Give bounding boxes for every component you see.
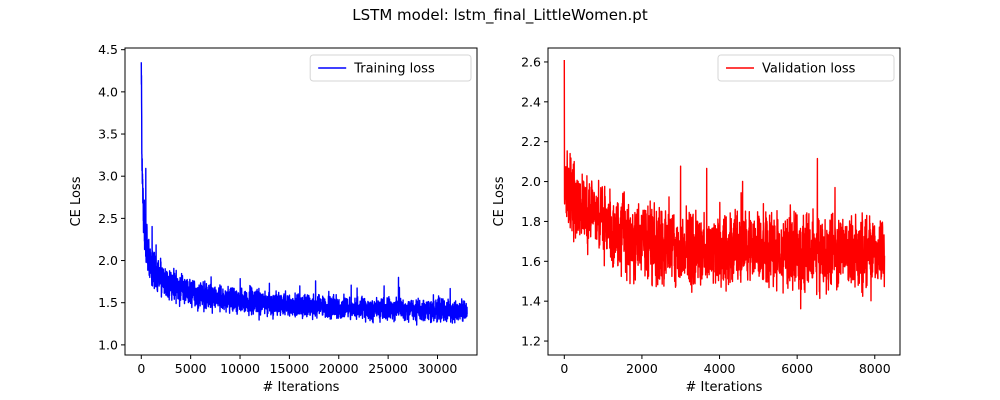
x-tick-label: 6000 — [781, 361, 813, 376]
legend-label: Training loss — [353, 62, 435, 77]
x-tick-label: 10000 — [220, 361, 260, 376]
x-tick-label: 20000 — [319, 361, 359, 376]
x-axis-label: # Iterations — [263, 380, 340, 395]
y-tick-label: 1.6 — [521, 254, 541, 269]
x-tick-label: 0 — [560, 361, 568, 376]
y-tick-label: 4.0 — [98, 84, 118, 99]
y-tick-label: 1.5 — [98, 295, 118, 310]
plot-frame — [124, 47, 478, 356]
y-tick-label: 2.0 — [98, 253, 118, 268]
legend: Validation loss — [717, 54, 895, 82]
x-tick-label: 30000 — [418, 361, 458, 376]
y-tick-label: 3.0 — [98, 169, 118, 184]
legend-label: Validation loss — [762, 62, 856, 77]
y-tick-label: 3.5 — [98, 127, 118, 142]
legend: Training loss — [309, 54, 472, 82]
x-tick-label: 0 — [137, 361, 145, 376]
legend-box — [309, 54, 472, 82]
y-tick-label: 1.8 — [521, 214, 541, 229]
plot-frame — [547, 47, 901, 356]
series-line-1 — [563, 59, 886, 310]
y-tick-label: 2.6 — [521, 54, 541, 69]
y-tick-label: 2.2 — [521, 134, 541, 149]
training-loss-plot: 0 5000 10000 15000 20000 25000 30000 1.0 1.5 2.0 2… — [69, 42, 478, 395]
legend-box — [717, 54, 895, 82]
x-tick-label: 25000 — [368, 361, 408, 376]
y-tick-label: 4.5 — [98, 42, 118, 57]
x-tick-label: 5000 — [175, 361, 207, 376]
figure-title: LSTM model: lstm_final_LittleWomen.pt — [352, 6, 648, 25]
y-tick-label: 1.4 — [521, 294, 541, 309]
y-tick-label: 1.0 — [98, 337, 118, 352]
y-tick-label: 1.2 — [521, 334, 541, 349]
y-tick-label: 2.5 — [98, 211, 118, 226]
y-axis-label: CE Loss — [69, 176, 84, 226]
y-axis-label: CE Loss — [492, 176, 507, 226]
x-axis-label: # Iterations — [686, 380, 763, 395]
y-tick-label: 2.0 — [521, 174, 541, 189]
y-tick-label: 2.4 — [521, 94, 541, 109]
x-tick-label: 4000 — [704, 361, 736, 376]
validation-loss-plot: 0 2000 4000 6000 8000 1.2 1.4 1.6 1.8 2.0 2.2 2.4 2.… — [492, 47, 901, 395]
x-tick-label: 2000 — [626, 361, 658, 376]
series-line-1 — [140, 62, 468, 326]
x-tick-label: 8000 — [859, 361, 891, 376]
x-tick-label: 15000 — [270, 361, 310, 376]
